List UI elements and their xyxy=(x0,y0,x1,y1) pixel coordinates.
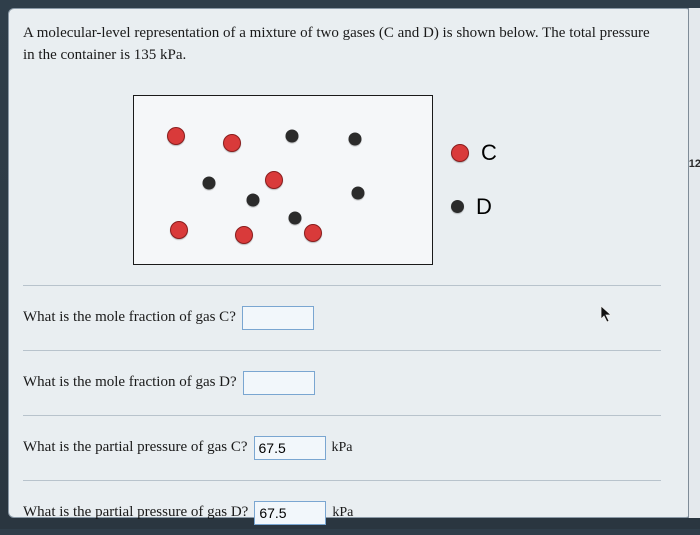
answer-input-2[interactable] xyxy=(243,371,315,395)
answer-input-4[interactable] xyxy=(254,501,326,525)
question-row-1: What is the mole fraction of gas C? xyxy=(23,296,661,340)
question-row-3: What is the partial pressure of gas C? k… xyxy=(23,426,661,470)
molecule-d xyxy=(285,129,298,142)
sidebar-fragment: 12 xyxy=(688,8,700,518)
question-row-2: What is the mole fraction of gas D? xyxy=(23,361,661,405)
legend: C D xyxy=(451,140,497,220)
legend-label-c: C xyxy=(481,140,497,166)
legend-label-d: D xyxy=(476,194,492,220)
container-box xyxy=(133,95,433,265)
question-text-4: What is the partial pressure of gas D? xyxy=(23,504,248,521)
question-row-4: What is the partial pressure of gas D? k… xyxy=(23,491,661,535)
legend-row-c: C xyxy=(451,140,497,166)
legend-dot-c xyxy=(451,144,469,162)
sidebar-number: 12 xyxy=(689,158,700,170)
answer-input-3[interactable] xyxy=(254,436,326,460)
molecule-d xyxy=(348,133,361,146)
molecule-d xyxy=(288,212,301,225)
separator xyxy=(23,285,661,286)
molecule-d xyxy=(247,193,260,206)
problem-prompt: A molecular-level representation of a mi… xyxy=(23,23,661,67)
question-card: A molecular-level representation of a mi… xyxy=(8,8,692,518)
question-text-3: What is the partial pressure of gas C? xyxy=(23,439,248,456)
separator xyxy=(23,415,661,416)
molecule-c xyxy=(167,127,185,145)
molecule-c xyxy=(265,171,283,189)
diagram-area: C D xyxy=(133,95,661,265)
separator xyxy=(23,350,661,351)
unit-3: kPa xyxy=(332,440,353,456)
answer-input-1[interactable] xyxy=(242,306,314,330)
question-text-2: What is the mole fraction of gas D? xyxy=(23,374,237,391)
separator xyxy=(23,480,661,481)
prompt-text: A molecular-level representation of a mi… xyxy=(23,25,650,63)
molecule-d xyxy=(202,176,215,189)
molecule-c xyxy=(304,224,322,242)
legend-dot-d xyxy=(451,200,464,213)
mouse-cursor-icon xyxy=(600,305,614,323)
legend-row-d: D xyxy=(451,194,497,220)
molecule-c xyxy=(235,226,253,244)
unit-4: kPa xyxy=(332,505,353,521)
molecule-d xyxy=(351,186,364,199)
molecule-c xyxy=(223,134,241,152)
molecule-c xyxy=(170,221,188,239)
question-text-1: What is the mole fraction of gas C? xyxy=(23,309,236,326)
